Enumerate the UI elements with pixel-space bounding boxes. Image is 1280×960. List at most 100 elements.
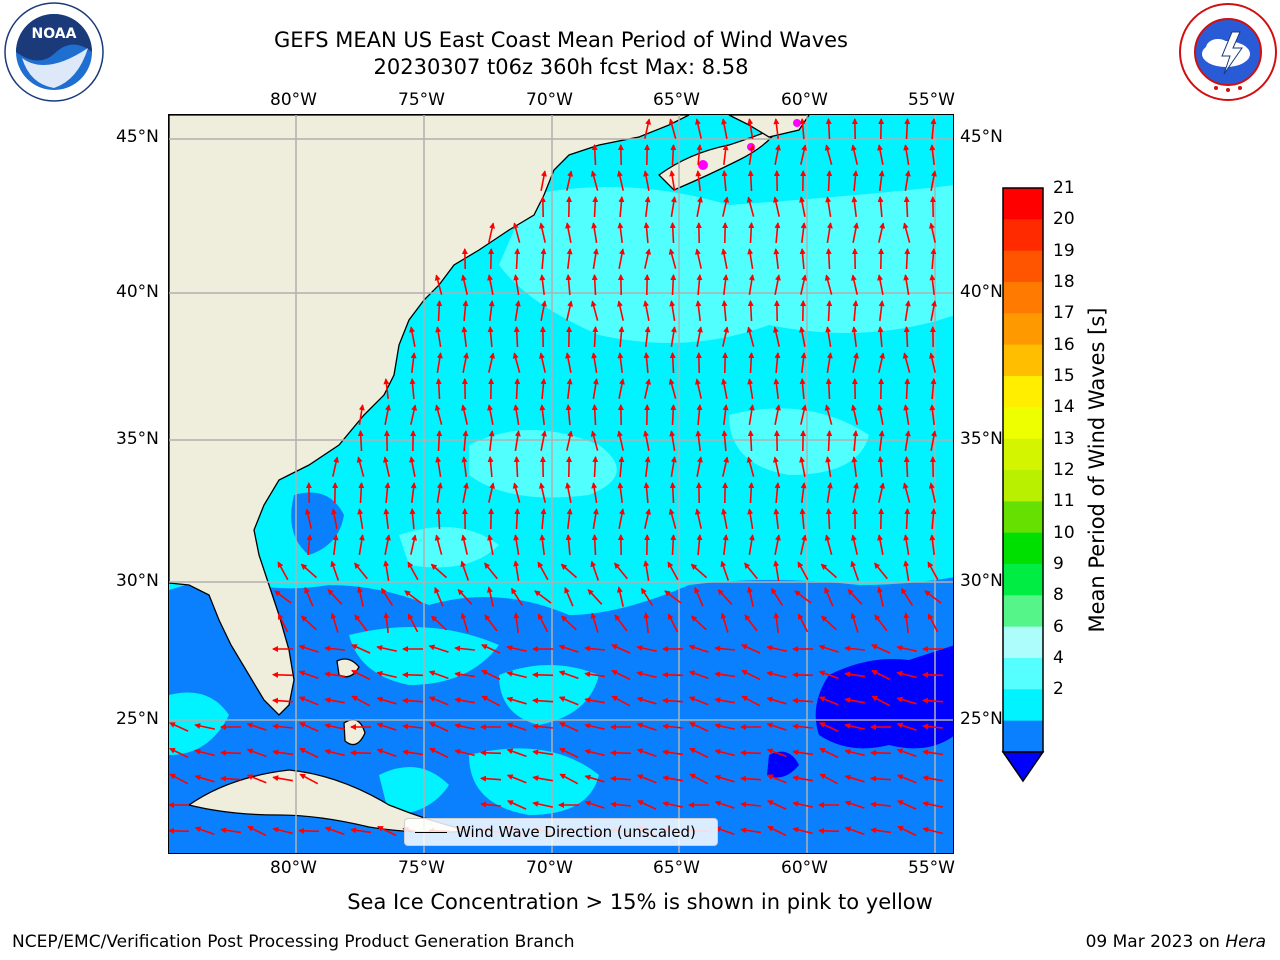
wind-wave-arrow (592, 456, 599, 478)
colorbar-segment (1003, 470, 1043, 502)
wind-wave-arrow (277, 561, 289, 581)
wind-wave-arrow (512, 482, 521, 503)
wind-wave-arrow (696, 534, 703, 556)
lon-tick-bottom-75w: 75°W (398, 858, 445, 878)
wind-wave-arrow (689, 747, 709, 759)
wind-wave-arrow (462, 482, 469, 503)
wind-wave-arrow (844, 774, 865, 783)
colorbar-segment (1003, 219, 1043, 252)
wind-wave-arrow (512, 352, 521, 373)
wind-wave-arrow (537, 613, 549, 633)
wind-wave-arrow (636, 800, 657, 810)
wind-wave-arrow (194, 826, 215, 836)
wind-wave-arrow (748, 352, 755, 374)
wind-wave-arrow (870, 775, 892, 782)
wind-wave-arrow (924, 590, 942, 604)
wind-wave-arrow (904, 300, 911, 322)
wind-wave-arrow (850, 612, 859, 633)
wind-wave-arrow (819, 747, 839, 759)
wind-wave-arrow (797, 613, 809, 633)
wind-wave-arrow (298, 644, 319, 653)
wind-wave-arrow (350, 644, 371, 654)
wind-wave-arrow (558, 670, 579, 680)
colorbar-tick: 15 (1053, 366, 1075, 386)
wind-wave-arrow (330, 612, 339, 633)
lon-tick-bottom-70w: 70°W (526, 858, 573, 878)
wind-wave-arrow (927, 613, 939, 633)
wind-wave-arrow (376, 748, 397, 758)
wind-wave-arrow (825, 326, 832, 348)
wind-wave-arrow (694, 248, 702, 269)
wind-wave-arrow (877, 456, 884, 478)
lon-tick-bottom-55w: 55°W (908, 858, 955, 878)
wind-wave-arrow (513, 274, 520, 296)
wind-wave-arrow (847, 588, 863, 605)
wind-wave-arrow (559, 773, 579, 785)
period-band-6-8s (399, 185, 953, 568)
wind-wave-arrow (480, 644, 501, 654)
wind-wave-arrow (618, 196, 625, 218)
wind-wave-arrow (169, 747, 189, 759)
wind-wave-arrow (852, 482, 859, 503)
wind-wave-arrow (327, 588, 343, 605)
wind-wave-arrow (512, 222, 521, 243)
wind-wave-arrow (696, 404, 703, 426)
wind-wave-arrow (558, 696, 579, 706)
wind-wave-arrow (740, 775, 762, 782)
wind-wave-arrow (722, 534, 729, 555)
wind-wave-arrow (506, 696, 527, 705)
wind-wave-arrow (800, 144, 808, 165)
wind-wave-arrow (748, 404, 755, 426)
map-legend: Wind Wave Direction (unscaled) (404, 818, 718, 846)
wind-wave-arrow (435, 326, 442, 348)
wind-wave-arrow (721, 118, 728, 139)
colorbar-tick: 11 (1053, 491, 1075, 512)
wind-wave-arrow (800, 534, 808, 555)
wind-wave-arrow (220, 827, 242, 834)
wind-wave-arrow (300, 563, 318, 579)
wind-wave-arrow (636, 645, 657, 652)
nws-logo-icon (1179, 3, 1277, 101)
wind-wave-arrow (428, 670, 449, 680)
wind-wave-arrow (591, 274, 598, 296)
wind-wave-arrow (644, 326, 651, 347)
wind-wave-arrow (380, 587, 394, 606)
wind-wave-arrow (566, 300, 574, 321)
wind-wave-arrow (844, 697, 865, 704)
wind-wave-arrow (584, 723, 605, 730)
lat-tick-right-40n: 40°N (960, 282, 1003, 302)
wind-wave-arrow (767, 825, 787, 837)
wind-wave-arrow (662, 671, 684, 678)
wind-wave-arrow (644, 378, 652, 399)
lon-tick-top-70w: 70°W (526, 90, 573, 110)
wind-wave-arrow (766, 748, 787, 758)
wind-wave-arrow (747, 430, 754, 452)
wind-wave-arrow (506, 774, 527, 784)
wind-wave-arrow (636, 670, 657, 679)
wind-wave-arrow (844, 800, 865, 809)
wind-wave-arrow (903, 456, 910, 478)
wind-wave-arrow (539, 404, 546, 425)
wind-wave-arrow (376, 645, 397, 652)
wind-wave-arrow (566, 378, 573, 399)
wind-wave-arrow (874, 614, 888, 632)
wind-wave-arrow (584, 748, 605, 757)
wind-wave-arrow (740, 644, 761, 654)
wind-wave-arrow (514, 300, 521, 322)
wind-wave-arrow (540, 248, 547, 270)
wind-wave-arrow (766, 645, 787, 652)
wind-wave-arrow (382, 456, 390, 477)
wind-wave-arrow (488, 430, 495, 451)
wind-wave-arrow (825, 456, 832, 478)
colorbar-segment (1003, 376, 1043, 408)
wind-wave-arrow (272, 775, 293, 782)
wind-wave-arrow (669, 170, 676, 192)
wind-wave-arrow (903, 196, 910, 218)
wind-wave-arrow (409, 326, 416, 347)
wind-wave-arrow (694, 118, 702, 139)
wind-wave-arrow (617, 482, 624, 503)
wind-wave-arrow (610, 775, 632, 782)
wind-wave-arrow (350, 827, 372, 834)
wind-wave-arrow (662, 775, 683, 782)
wind-wave-arrow (722, 196, 730, 217)
